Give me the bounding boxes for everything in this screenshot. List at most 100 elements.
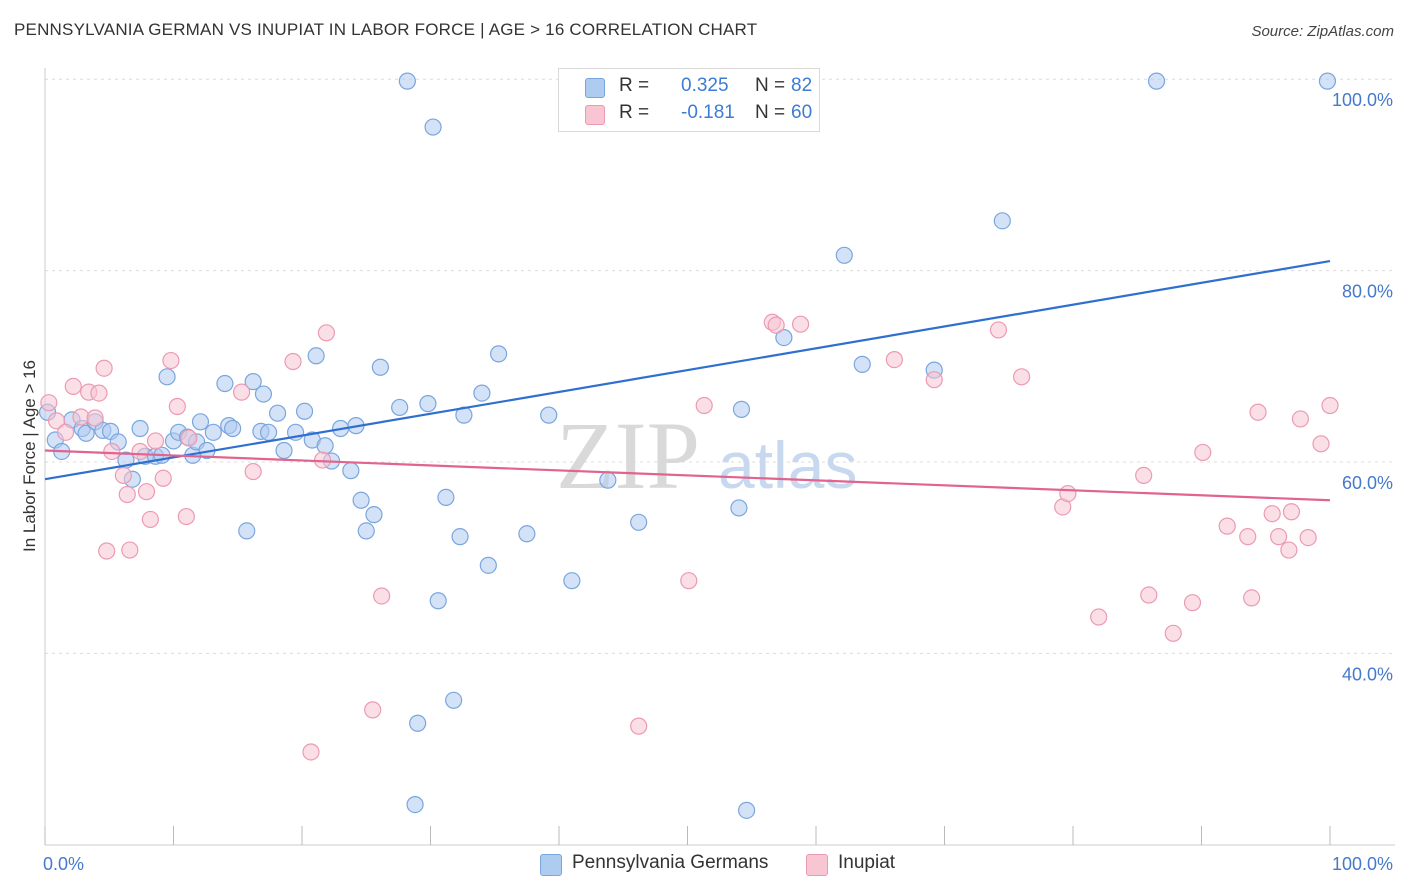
pennsylvania-point bbox=[540, 406, 558, 424]
pennsylvania-point bbox=[295, 402, 314, 420]
pennsylvania-point bbox=[259, 423, 278, 441]
inupiat-point bbox=[1299, 529, 1317, 547]
inupiat-point bbox=[302, 743, 320, 761]
legend-r-value: 0.325 bbox=[681, 75, 729, 96]
correlation-legend: R = 0.325 N = 82 R = -0.181 N = 60 bbox=[558, 68, 820, 132]
pennsylvania-point bbox=[1318, 72, 1337, 90]
legend-swatch-pink bbox=[585, 105, 605, 125]
pennsylvania-point bbox=[158, 368, 176, 386]
inupiat-point bbox=[695, 396, 713, 415]
pennsylvania-point bbox=[238, 522, 256, 540]
y-axis-title: In Labor Force | Age > 16 bbox=[20, 360, 39, 552]
inupiat-point bbox=[168, 397, 186, 416]
y-tick-label: 80.0% bbox=[1342, 282, 1393, 302]
legend-n-value: 60 bbox=[791, 102, 813, 123]
pennsylvania-point bbox=[371, 358, 389, 376]
pennsylvania-point bbox=[490, 345, 508, 363]
pennsylvania-point bbox=[630, 513, 648, 531]
inupiat-point bbox=[1280, 541, 1298, 559]
watermark: ZIP atlas bbox=[556, 402, 857, 509]
legend-swatch-pink bbox=[806, 854, 828, 876]
pennsylvania-point bbox=[599, 471, 617, 489]
inupiat-point bbox=[791, 315, 810, 333]
pennsylvania-point bbox=[738, 801, 756, 819]
pennsylvania-point bbox=[473, 384, 491, 402]
inupiat-point bbox=[885, 351, 903, 369]
inupiat-point bbox=[86, 409, 104, 427]
pennsylvania-point bbox=[563, 572, 581, 590]
inupiat-point bbox=[1321, 396, 1339, 415]
inupiat-point bbox=[154, 469, 172, 487]
pennsylvania-point bbox=[775, 328, 793, 347]
legend-r-label: R = bbox=[619, 102, 650, 123]
inupiat-trend-line bbox=[44, 449, 1331, 502]
pennsylvania-point bbox=[224, 419, 242, 438]
pennsylvania-point bbox=[316, 437, 334, 455]
inupiat-point bbox=[989, 321, 1008, 339]
watermark-atlas: atlas bbox=[718, 428, 857, 502]
inupiat-point bbox=[1249, 403, 1267, 421]
x-tick-label-max: 100.0% bbox=[1332, 854, 1393, 874]
pennsylvania-point bbox=[77, 424, 95, 442]
pennsylvania-point bbox=[268, 404, 287, 422]
x-tick-label-min: 0.0% bbox=[43, 854, 84, 874]
inupiat-point bbox=[162, 351, 180, 370]
axes bbox=[44, 68, 1395, 846]
legend-r-label: R = bbox=[619, 75, 650, 96]
pennsylvania-point bbox=[445, 691, 463, 709]
inupiat-point bbox=[1140, 586, 1158, 604]
inupiat-point bbox=[114, 466, 132, 484]
pennsylvania-point bbox=[424, 118, 442, 136]
inupiat-point bbox=[1183, 594, 1202, 612]
inupiat-point bbox=[90, 384, 108, 402]
legend-swatch-blue bbox=[585, 78, 605, 98]
y-tick-label: 40.0% bbox=[1342, 664, 1393, 684]
pennsylvania-point bbox=[191, 413, 210, 431]
inupiat-point bbox=[98, 542, 116, 560]
pennsylvania-point bbox=[254, 385, 273, 403]
inupiat-point bbox=[767, 316, 785, 334]
inupiat-point bbox=[317, 324, 336, 342]
legend-n-label: N = bbox=[755, 102, 786, 123]
pennsylvania-point bbox=[409, 714, 427, 732]
inupiat-point bbox=[118, 485, 136, 504]
inupiat-point bbox=[95, 359, 113, 377]
pennsylvania-point bbox=[275, 441, 293, 460]
inupiat-point bbox=[1243, 589, 1261, 607]
pennsylvania-point bbox=[391, 398, 409, 417]
inupiat-point bbox=[1135, 466, 1153, 484]
inupiat-point bbox=[1012, 368, 1031, 386]
inupiat-point bbox=[1218, 517, 1236, 535]
inupiat-point bbox=[364, 701, 382, 719]
pennsylvania-point bbox=[131, 419, 149, 438]
grid-lines bbox=[45, 78, 1395, 654]
inupiat-point bbox=[925, 371, 943, 389]
legend-r-value: -0.181 bbox=[681, 102, 735, 123]
pennsylvania-point bbox=[451, 528, 469, 546]
legend-label-inupiat: Inupiat bbox=[838, 852, 896, 873]
inupiat-point bbox=[1090, 608, 1108, 626]
inupiat-point bbox=[64, 377, 82, 395]
inupiat-point bbox=[284, 352, 302, 371]
pennsylvania-point bbox=[730, 499, 748, 517]
pennsylvania-point bbox=[307, 347, 325, 365]
inupiat-point bbox=[630, 717, 648, 735]
pennsylvania-point bbox=[342, 462, 360, 480]
inupiat-point bbox=[1291, 410, 1310, 428]
pennsylvania-point bbox=[244, 373, 262, 391]
inupiat-point bbox=[141, 510, 159, 529]
pennsylvania-point bbox=[398, 72, 416, 90]
data-points bbox=[38, 72, 1339, 819]
inupiat-point bbox=[47, 412, 66, 430]
source-label: Source: ZipAtlas.com bbox=[1251, 23, 1394, 40]
axis-labels: In Labor Force | Age > 16 40.0% 60.0% 80.0… bbox=[20, 90, 1393, 874]
inupiat-point bbox=[56, 423, 75, 441]
pennsylvania-point bbox=[429, 592, 447, 610]
legend-n-value: 82 bbox=[791, 75, 813, 96]
legend-label-pennsylvania: Pennsylvania Germans bbox=[572, 852, 769, 873]
pennsylvania-point bbox=[835, 246, 853, 264]
pennsylvania-point bbox=[993, 212, 1011, 230]
legend-swatch-blue bbox=[540, 854, 562, 876]
inupiat-point bbox=[373, 587, 391, 605]
inupiat-point bbox=[146, 432, 165, 450]
